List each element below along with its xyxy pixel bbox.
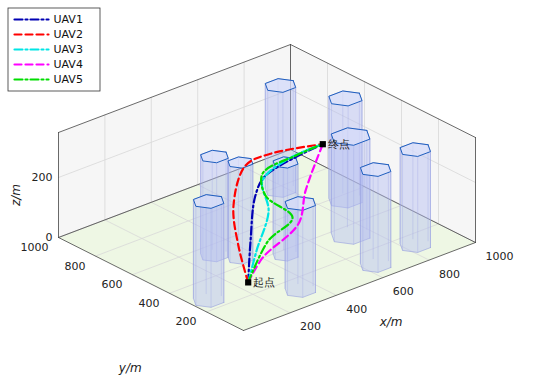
svg-text:200: 200 [176, 315, 197, 328]
svg-text:终点: 终点 [328, 138, 350, 151]
svg-text:UAV1: UAV1 [54, 13, 83, 26]
svg-text:UAV5: UAV5 [54, 73, 83, 86]
svg-text:200: 200 [300, 320, 321, 333]
svg-text:UAV4: UAV4 [54, 58, 83, 71]
svg-text:600: 600 [393, 285, 414, 298]
svg-text:800: 800 [65, 260, 86, 273]
svg-text:1000: 1000 [486, 250, 514, 263]
svg-text:200: 200 [32, 171, 53, 184]
svg-text:UAV3: UAV3 [54, 43, 83, 56]
svg-text:起点: 起点 [253, 276, 275, 289]
svg-text:1000: 1000 [21, 241, 49, 254]
svg-text:UAV2: UAV2 [54, 28, 83, 41]
svg-text:400: 400 [139, 297, 160, 310]
svg-text:y/m: y/m [118, 361, 142, 375]
svg-text:400: 400 [346, 303, 367, 316]
svg-text:0: 0 [46, 231, 53, 244]
svg-text:x/m: x/m [379, 315, 403, 329]
svg-text:800: 800 [439, 268, 460, 281]
svg-text:z/m: z/m [9, 184, 23, 207]
svg-text:600: 600 [102, 278, 123, 291]
